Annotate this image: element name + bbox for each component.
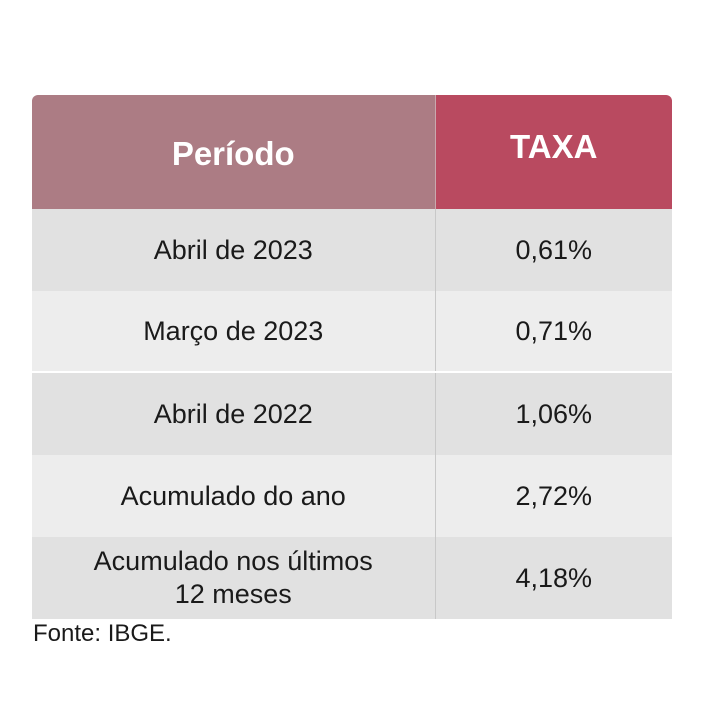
cell-period: Abril de 2022	[32, 372, 436, 455]
source-note: Fonte: IBGE.	[33, 620, 172, 647]
table-row: Março de 2023 0,71%	[32, 291, 672, 373]
cell-period: Abril de 2023	[32, 209, 436, 291]
cell-rate: 0,61%	[435, 209, 672, 291]
rates-table: Período TAXA Abril de 2023 0,61% Março d…	[32, 95, 672, 619]
header-period: Período	[32, 95, 436, 209]
cell-period-line1: Acumulado nos últimos	[93, 546, 373, 576]
cell-period-line2: 12 meses	[174, 579, 292, 609]
table-row: Abril de 2022 1,06%	[32, 372, 672, 455]
table-header-row: Período TAXA	[32, 95, 672, 209]
cell-rate: 1,06%	[435, 372, 672, 455]
table-row: Acumulado nos últimos 12 meses 4,18%	[32, 537, 672, 619]
cell-rate: 4,18%	[435, 537, 672, 619]
cell-period: Acumulado nos últimos 12 meses	[32, 537, 436, 619]
table-row: Acumulado do ano 2,72%	[32, 455, 672, 537]
cell-period: Março de 2023	[32, 291, 436, 373]
cell-rate: 2,72%	[435, 455, 672, 537]
cell-rate: 0,71%	[435, 291, 672, 373]
header-rate: TAXA	[435, 95, 672, 209]
cell-period: Acumulado do ano	[32, 455, 436, 537]
table-row: Abril de 2023 0,61%	[32, 209, 672, 291]
